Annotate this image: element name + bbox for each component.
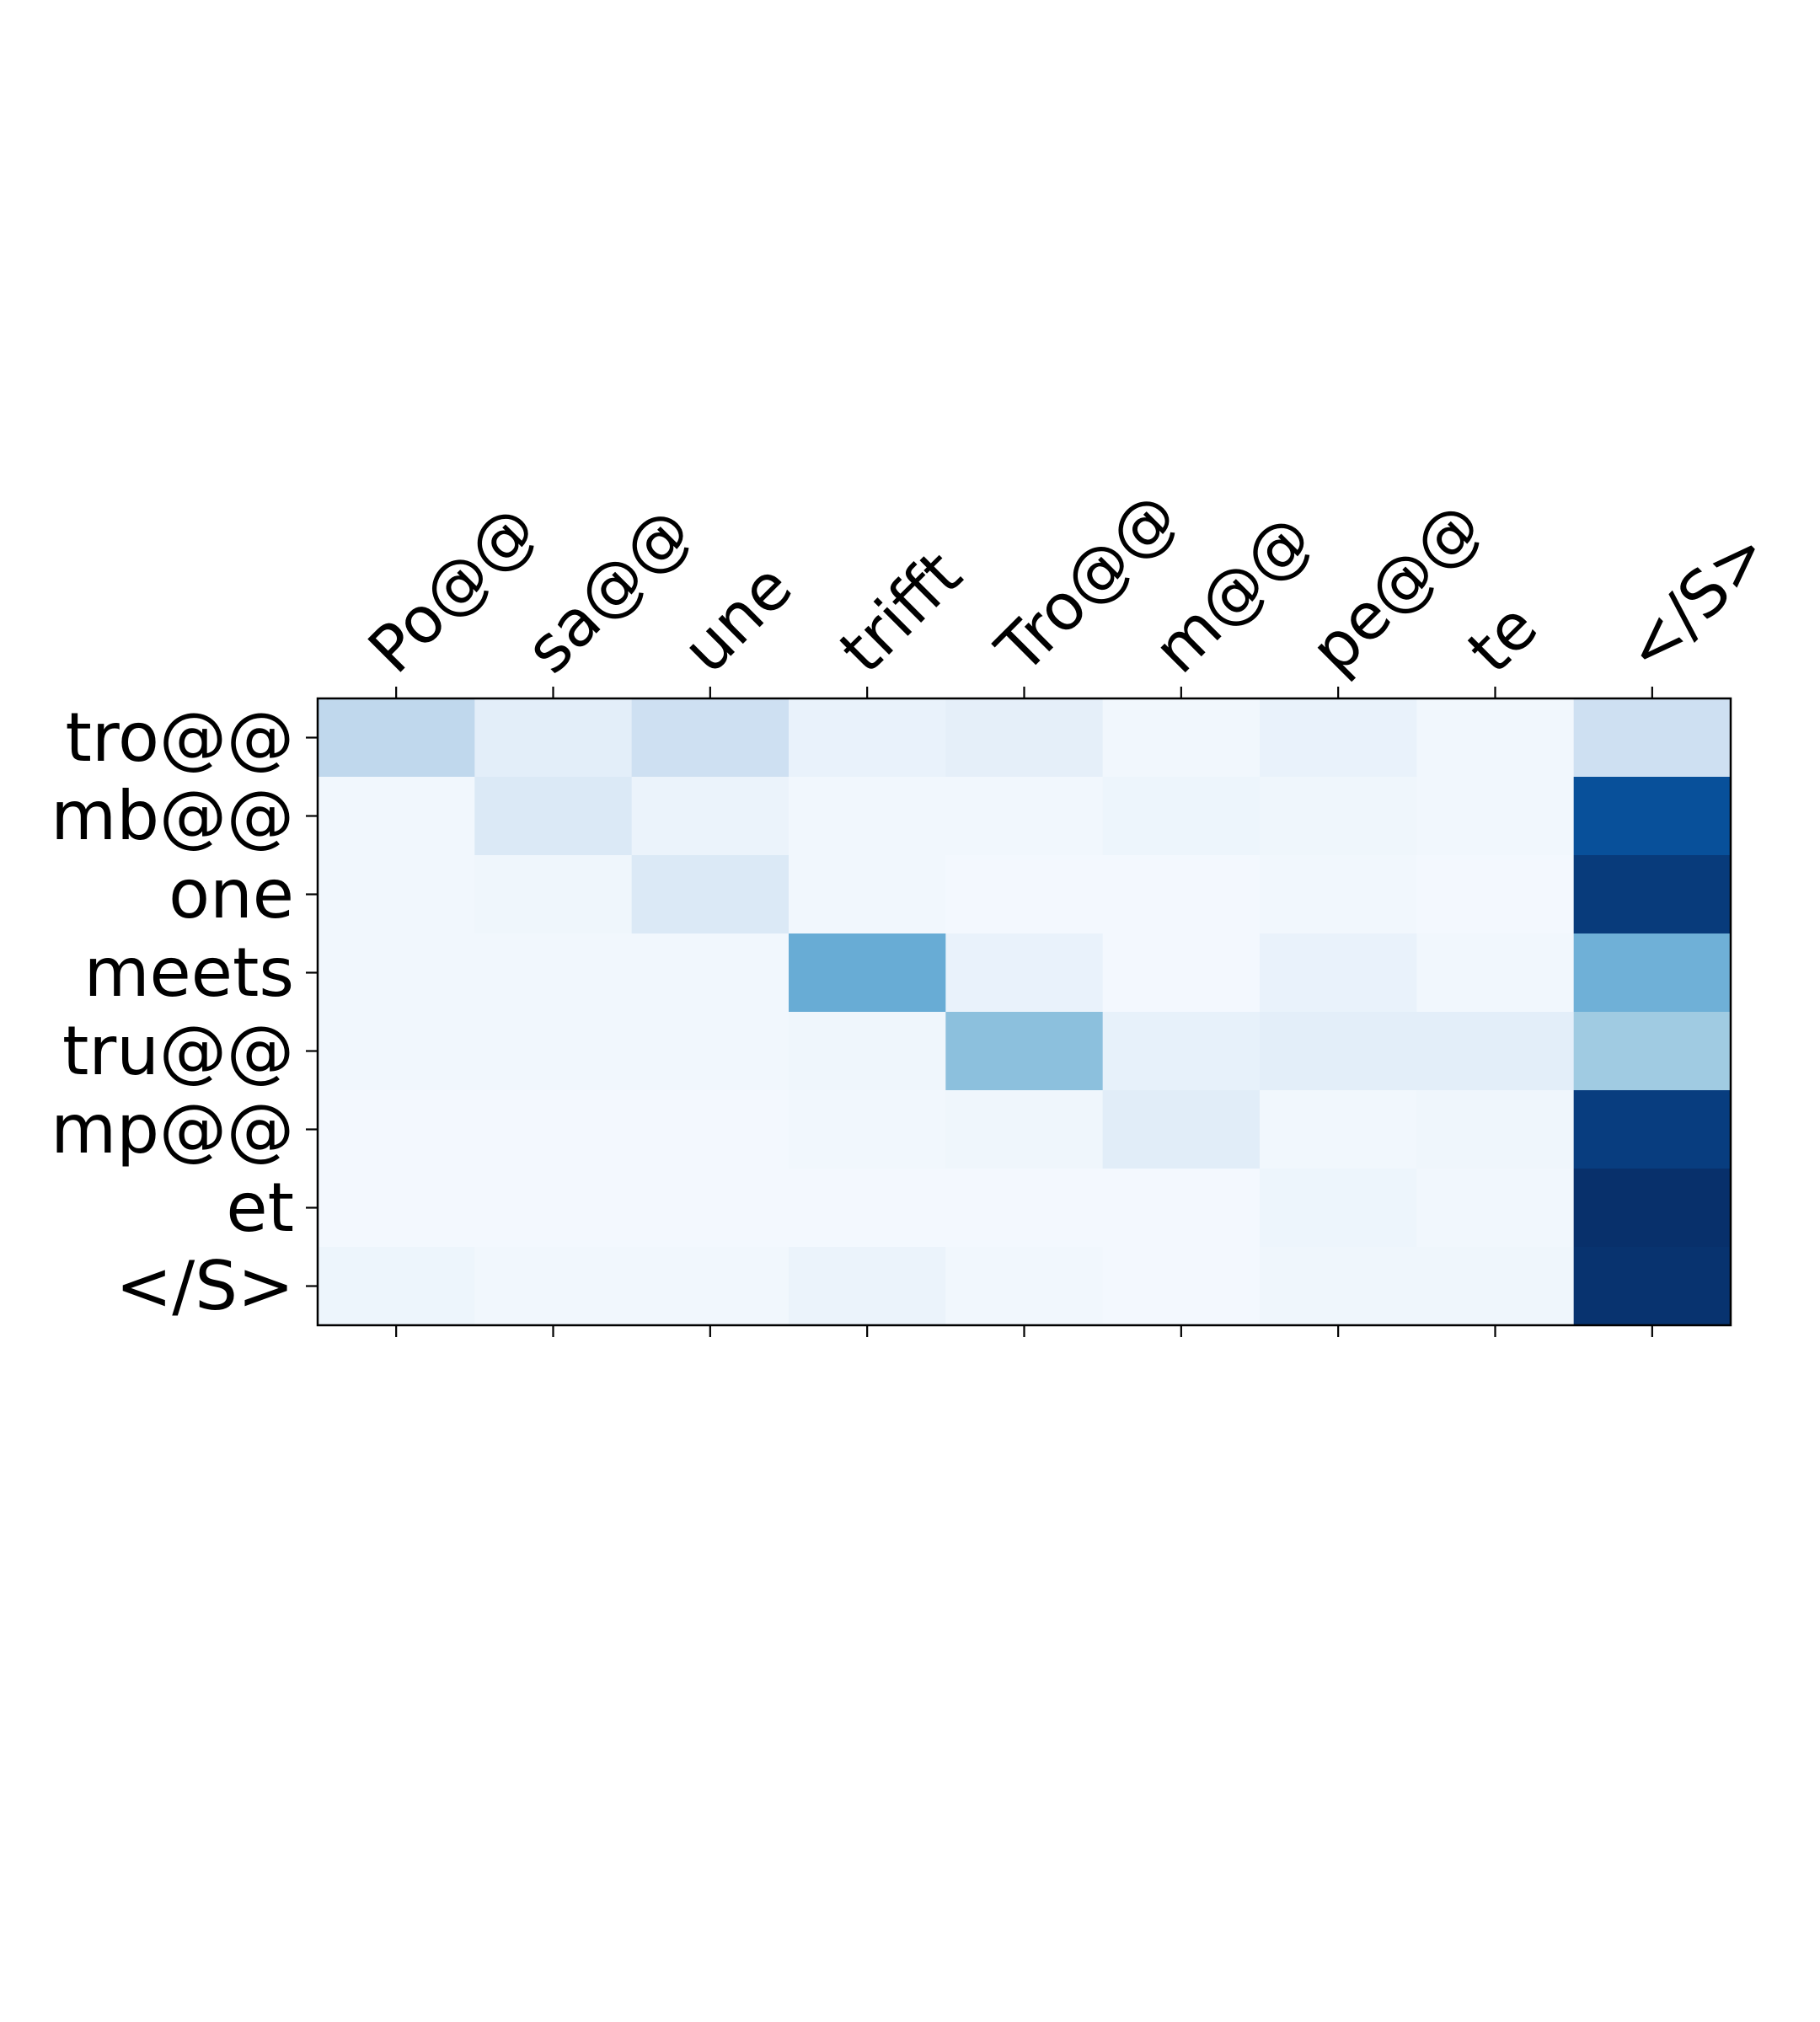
heatmap-cell — [1102, 1169, 1261, 1248]
heatmap-cell — [631, 1169, 790, 1248]
x-tick-label: pe@@ — [1296, 487, 1496, 687]
heatmap-cell — [1573, 855, 1732, 934]
x-tick-label: </S> — [1610, 515, 1783, 687]
heatmap-cell — [631, 698, 790, 778]
heatmap-cell — [789, 1169, 946, 1248]
heatmap-cell — [945, 855, 1104, 934]
heatmap-cell — [1260, 1090, 1417, 1169]
heatmap-cell — [1573, 698, 1732, 778]
y-tick-label: </S> — [115, 1247, 294, 1325]
heatmap-cell — [474, 777, 633, 856]
heatmap-cell — [1416, 1169, 1575, 1248]
heatmap-cell — [1573, 1012, 1732, 1091]
heatmap-cell — [474, 1247, 633, 1326]
x-tick-label: sa@@ — [511, 492, 705, 687]
heatmap-cell — [1416, 777, 1575, 856]
heatmap-cell — [945, 1169, 1104, 1248]
heatmap-cell — [945, 777, 1104, 856]
heatmap-cell — [945, 1090, 1104, 1169]
heatmap-cell — [318, 1169, 475, 1248]
heatmap-cell — [1102, 1090, 1261, 1169]
heatmap-cell — [789, 1247, 946, 1326]
heatmap-cell — [789, 1090, 946, 1169]
heatmap-cell — [789, 698, 946, 778]
heatmap-cell — [1102, 855, 1261, 934]
heatmap-cell — [945, 1247, 1104, 1326]
heatmap-cells — [318, 698, 1732, 1326]
y-tick-label: tro@@ — [66, 698, 294, 777]
heatmap-cell — [789, 855, 946, 934]
x-tick-label: Po@@ — [354, 490, 551, 687]
heatmap-cell — [1416, 1090, 1575, 1169]
heatmap-cell — [631, 1247, 790, 1326]
heatmap-cell — [1260, 698, 1417, 778]
heatmap-cell — [1573, 1169, 1732, 1248]
heatmap-cell — [631, 1012, 790, 1091]
heatmap-cell — [1102, 698, 1261, 778]
y-tick-label: mp@@ — [51, 1090, 294, 1169]
heatmap-cell — [474, 698, 633, 778]
y-tick-label: tru@@ — [62, 1012, 294, 1090]
x-tick-label: trifft — [825, 537, 976, 687]
heatmap-cell — [1260, 933, 1417, 1013]
heatmap-cell — [474, 933, 633, 1013]
heatmap-cell — [318, 933, 475, 1013]
y-tick-label: mb@@ — [51, 777, 294, 855]
x-tick-labels: Po@@sa@@une trifft Tro@@m@@pe@@te </S> — [354, 478, 1783, 688]
heatmap-cell — [945, 933, 1104, 1013]
heatmap-cell — [789, 933, 946, 1013]
heatmap-cell — [1102, 777, 1261, 856]
heatmap-cell — [631, 1090, 790, 1169]
heatmap-cell — [1260, 777, 1417, 856]
heatmap-cell — [1260, 1169, 1417, 1248]
heatmap-cell — [1260, 1247, 1417, 1326]
heatmap-cell — [945, 698, 1104, 778]
heatmap-cell — [318, 1012, 475, 1091]
y-tick-label: meets — [84, 933, 294, 1012]
heatmap-cell — [1573, 1247, 1732, 1326]
heatmap-cell — [474, 855, 633, 934]
heatmap-cell — [1416, 1247, 1575, 1326]
heatmap-cell — [1102, 1247, 1261, 1326]
heatmap-cell — [631, 933, 790, 1013]
heatmap-cell — [318, 698, 475, 778]
heatmap-cell — [318, 855, 475, 934]
heatmap-cell — [1416, 698, 1575, 778]
heatmap-cell — [1573, 1090, 1732, 1169]
x-tick-label: te — [1453, 589, 1551, 687]
axis-ticks — [306, 687, 1653, 1337]
heatmap-cell — [1260, 1012, 1417, 1091]
heatmap-cell — [1573, 933, 1732, 1013]
heatmap-cell — [1260, 855, 1417, 934]
heatmap-cell — [318, 777, 475, 856]
heatmap-cell — [1102, 933, 1261, 1013]
y-tick-label: et — [226, 1169, 294, 1247]
plot-frame — [316, 697, 1732, 1327]
heatmap-cell — [1573, 777, 1732, 856]
heatmap-cell — [318, 1247, 475, 1326]
heatmap-cell — [1102, 1012, 1261, 1091]
heatmap-cell — [1416, 933, 1575, 1013]
heatmap-cell — [474, 1090, 633, 1169]
heatmap-cell — [789, 777, 946, 856]
heatmap-cell — [1416, 1012, 1575, 1091]
heatmap-cell — [474, 1012, 633, 1091]
heatmap-cell — [631, 855, 790, 934]
heatmap-cell — [318, 1090, 475, 1169]
x-tick-label: une — [668, 549, 806, 687]
heatmap-cell — [789, 1012, 946, 1091]
heatmap-cell — [631, 777, 790, 856]
heatmap-cell — [945, 1012, 1104, 1091]
heatmap-cell — [474, 1169, 633, 1248]
heatmap-cell — [1416, 855, 1575, 934]
y-tick-label: one — [169, 855, 294, 933]
